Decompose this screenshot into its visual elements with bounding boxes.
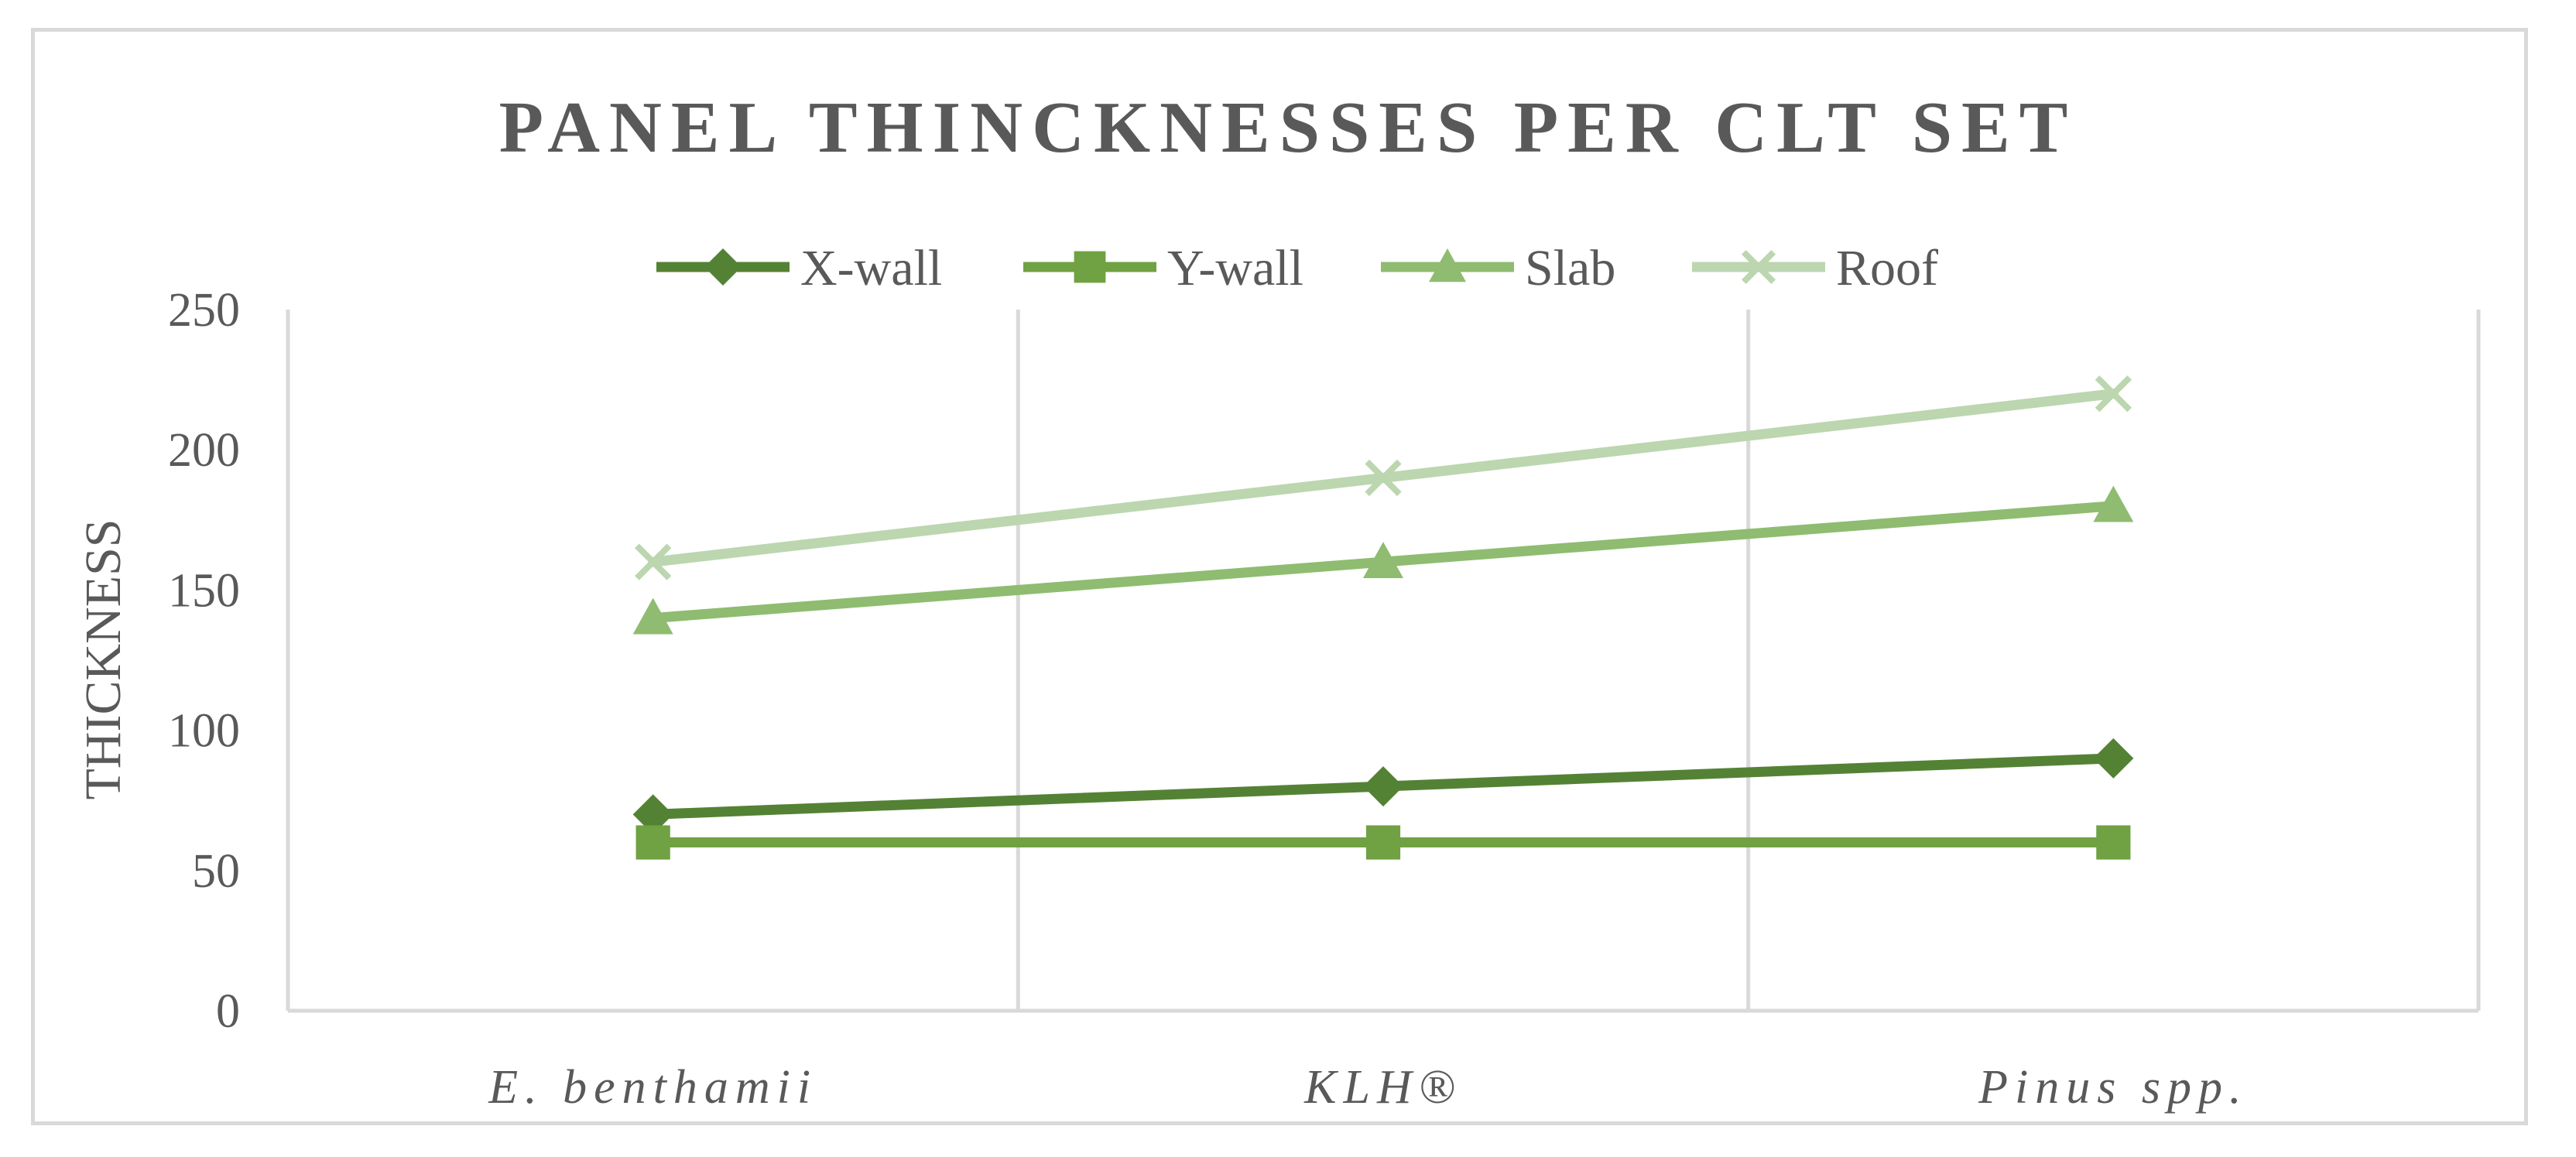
legend: X-wall Y-wall Slab Roof	[656, 240, 1938, 296]
data-point-x-wall	[1363, 766, 1403, 807]
x-tick-label: Pinus spp.	[1978, 1061, 2248, 1114]
gridlines	[286, 310, 2481, 1011]
svg-text:X-wall: X-wall	[800, 240, 942, 296]
chart-title: PANEL THINCKNESSES PER CLT SET	[499, 87, 2078, 168]
y-tick-label: 0	[216, 985, 240, 1038]
x-tick-labels: E. benthamii KLH® Pinus spp.	[488, 1061, 2248, 1114]
data-point-slab	[632, 597, 673, 635]
x-tick-label: KLH®	[1303, 1061, 1462, 1114]
y-tick-label: 100	[168, 705, 240, 758]
y-tick-label: 250	[168, 284, 240, 337]
chart-frame	[31, 28, 2528, 1125]
svg-text:Y-wall: Y-wall	[1167, 240, 1303, 296]
legend-item-x-wall: X-wall	[656, 240, 942, 296]
y-tick-label: 200	[168, 424, 240, 477]
data-point-roof	[1365, 459, 1402, 497]
data-point-x-wall	[632, 794, 673, 835]
data-point-slab	[1363, 542, 1403, 578]
data-point-x-wall	[2093, 738, 2134, 779]
y-tick-labels: 0 50 100 150 200 250	[168, 284, 240, 1038]
data-point-roof	[635, 543, 672, 580]
data-point-y-wall	[635, 825, 670, 860]
y-axis-label: THICKNESS	[75, 519, 132, 799]
y-tick-label: 50	[192, 845, 240, 898]
svg-text:Roof: Roof	[1836, 240, 1938, 296]
legend-item-roof: Roof	[1692, 240, 1938, 296]
svg-text:Slab: Slab	[1525, 240, 1615, 296]
legend-item-y-wall: Y-wall	[1023, 240, 1303, 296]
x-tick-label: E. benthamii	[488, 1061, 817, 1114]
data-point-slab	[2093, 485, 2134, 522]
series-lines	[632, 375, 2134, 860]
data-point-y-wall	[2096, 825, 2131, 860]
data-point-y-wall	[1365, 825, 1401, 860]
legend-item-slab: Slab	[1381, 240, 1615, 296]
data-point-roof	[2095, 375, 2132, 412]
y-tick-label: 150	[168, 564, 240, 617]
